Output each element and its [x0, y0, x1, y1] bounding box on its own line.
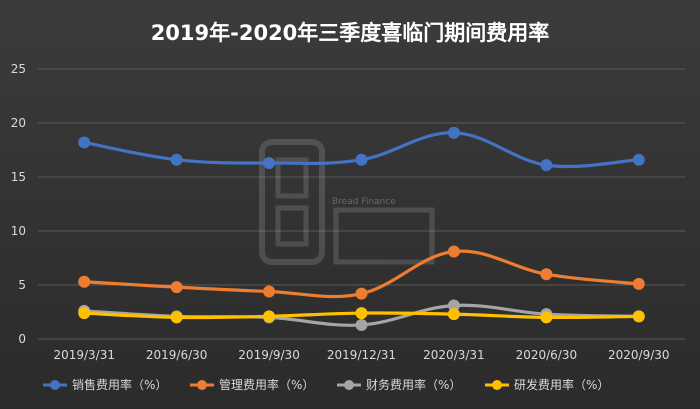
watermark-logo-inner-bottom [275, 205, 309, 247]
chart-title: 2019年-2020年三季度喜临门期间费用率 [151, 21, 550, 45]
series-4-point [355, 307, 368, 320]
x-tick-label: 2019/3/31 [53, 348, 115, 362]
watermark-logo-inner-top [275, 157, 309, 199]
series-4-point [170, 311, 183, 324]
legend-label-2: 管理费用率（%） [219, 377, 314, 392]
series-1-point [263, 156, 276, 169]
series-2-point [170, 281, 183, 294]
series-1-point [355, 153, 368, 166]
x-tick-label: 2020/3/31 [423, 348, 485, 362]
series-1-point [447, 126, 460, 139]
y-tick-label: 0 [18, 332, 26, 346]
legend-label-1: 销售费用率（%） [72, 377, 167, 392]
series-1-point [632, 153, 645, 166]
y-tick-label: 15 [11, 170, 26, 184]
y-tick-label: 20 [11, 116, 26, 130]
series-4-point [447, 308, 460, 321]
watermark-logo-frame [259, 139, 325, 265]
x-tick-label: 2019/9/30 [238, 348, 300, 362]
legend-marker-4 [492, 380, 502, 390]
series-1-point [78, 136, 91, 149]
x-tick-label: 2019/12/31 [327, 348, 396, 362]
watermark-text: Bread Finance [332, 197, 396, 207]
series-2-point [632, 277, 645, 290]
x-tick-label: 2020/9/30 [608, 348, 670, 362]
legend-label-4: 研发费用率（%） [514, 377, 609, 392]
series-2-point [355, 287, 368, 300]
series-4-point [540, 311, 553, 324]
legend-label-3: 财务费用率（%） [366, 377, 461, 392]
series-2-point [540, 268, 553, 281]
watermark-logo-block [333, 207, 435, 265]
series-2-point [263, 285, 276, 298]
x-tick-label: 2020/6/30 [516, 348, 578, 362]
y-tick-label: 5 [18, 278, 26, 292]
series-2-point [78, 275, 91, 288]
series-1-point [170, 153, 183, 166]
series-4-point [632, 310, 645, 323]
legend-marker-1 [50, 380, 60, 390]
series-4-point [78, 307, 91, 320]
x-tick-label: 2019/6/30 [146, 348, 208, 362]
legend-marker-3 [344, 380, 354, 390]
series-1-point [540, 159, 553, 172]
series-4-point [263, 310, 276, 323]
watermark-logo [259, 139, 435, 265]
legend-marker-2 [197, 380, 207, 390]
series-3-point [355, 318, 368, 331]
y-tick-label: 10 [11, 224, 26, 238]
series-2-point [447, 245, 460, 258]
y-tick-label: 25 [11, 62, 26, 76]
